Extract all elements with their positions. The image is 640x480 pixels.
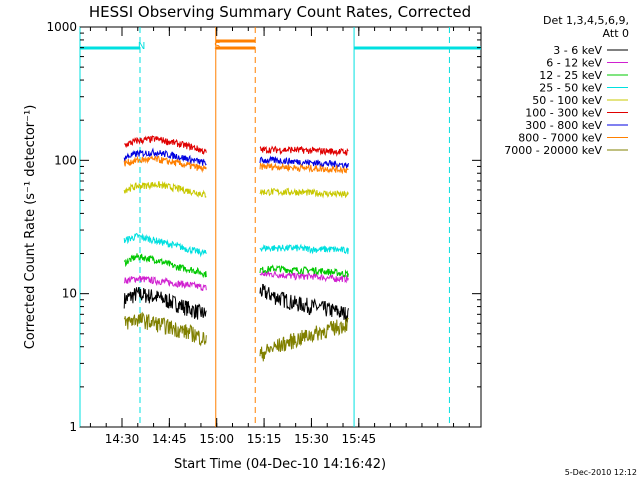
x-axis-label: Start Time (04-Dec-10 14:16:42) [174,457,386,472]
series-line [259,187,349,199]
series-line [259,283,349,323]
series-line [124,135,207,156]
y-tick-label: 1000 [46,20,77,34]
y-axis-label: Corrected Count Rate (s⁻¹ detector⁻¹) [23,105,38,350]
x-tick-label: 15:45 [342,432,377,446]
series-line [123,180,207,198]
series-layer [123,135,349,362]
legend-header-line-1: Det 1,3,4,5,6,9, [543,14,629,27]
y-tick-label: 100 [54,153,77,167]
legend-label: 12 - 25 keV [539,69,602,82]
series-line [123,154,207,174]
series-line [123,287,207,320]
series-line [259,155,349,170]
series-line [259,270,349,284]
y-tick-label: 10 [62,287,77,301]
legend-label: 3 - 6 keV [553,44,602,57]
legend-header-line-2: Att 0 [603,27,629,40]
series-line [259,264,349,278]
legend-label: 100 - 300 keV [525,107,602,120]
series-line [259,317,349,362]
x-tick-label: 14:30 [105,432,140,446]
x-tick-label: 15:15 [247,432,282,446]
series-line [123,253,207,279]
timestamp: 5-Dec-2010 12:12 [565,468,637,477]
legend-label: 7000 - 20000 keV [504,144,602,157]
legend-label: 50 - 100 keV [532,94,602,107]
legend-label: 6 - 12 keV [546,57,602,70]
legend-label: 300 - 800 keV [525,119,602,132]
y-axis: 1 10 100 1000 [46,20,481,434]
legend-label: 800 - 7000 keV [518,132,602,145]
flag-annotation: N [138,41,145,52]
x-tick-label: 15:00 [199,432,234,446]
x-axis: 14:30 14:45 15:00 15:15 15:30 15:45 [89,27,470,446]
series-line [123,232,207,258]
series-line [123,274,207,291]
legend-label: 25 - 50 keV [539,82,602,95]
series-line [123,147,207,166]
flag-annotation: S [214,41,220,52]
series-line [259,162,349,175]
series-line [259,243,349,255]
series-line [123,311,207,347]
y-tick-label: 1 [69,420,77,434]
chart-title: HESSI Observing Summary Count Rates, Cor… [89,3,471,21]
x-tick-label: 15:30 [294,432,329,446]
x-tick-label: 14:45 [152,432,187,446]
series-line [259,145,349,157]
